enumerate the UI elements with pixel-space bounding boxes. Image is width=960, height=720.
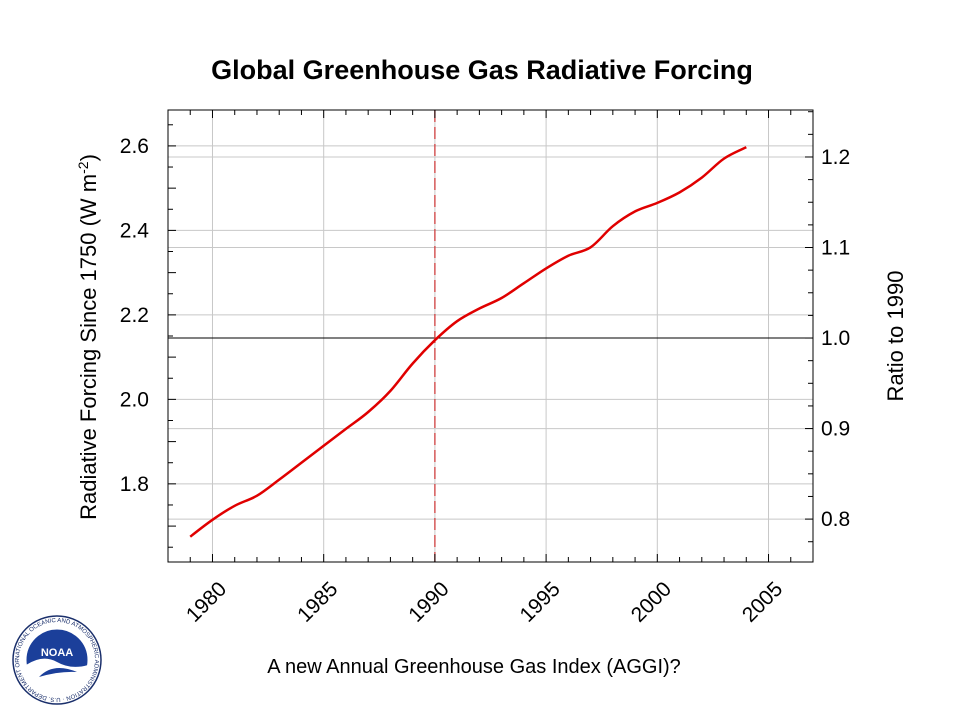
x-tick-label: 2005 bbox=[738, 577, 787, 626]
y-tick-label: 2.2 bbox=[120, 304, 149, 327]
x-tick-label: 1995 bbox=[516, 577, 565, 626]
y2-tick-label: 0.9 bbox=[821, 418, 850, 441]
y2-tick-label: 1.1 bbox=[821, 237, 850, 260]
logo-text: NOAA bbox=[41, 647, 73, 659]
x-tick-label: 1990 bbox=[404, 577, 453, 626]
y2-tick-label: 1.0 bbox=[821, 327, 850, 350]
ticks bbox=[167, 110, 814, 562]
y-tick-label: 2.4 bbox=[120, 219, 150, 242]
series bbox=[189, 146, 747, 538]
noaa-logo: NOAA NATIONAL OCEANIC AND ATMOSPHERIC AD… bbox=[12, 615, 102, 705]
y2-tick-label: 0.8 bbox=[821, 508, 850, 531]
y-axis-label: Radiative Forcing Since 1750 (W m-2) bbox=[75, 154, 101, 520]
y2-axis-label: Ratio to 1990 bbox=[883, 271, 908, 402]
y2-tick-labels: 0.8 0.9 1.0 1.1 1.2 bbox=[821, 146, 850, 531]
x-tick-label: 1985 bbox=[293, 577, 342, 626]
y-tick-label: 1.8 bbox=[120, 473, 149, 496]
y2-tick-label: 1.2 bbox=[821, 146, 850, 169]
plot-frame bbox=[167, 109, 814, 563]
chart-title: Global Greenhouse Gas Radiative Forcing bbox=[211, 55, 753, 85]
x-tick-labels: 1980 1985 1990 1995 2000 2005 bbox=[182, 577, 787, 626]
x-tick-label: 1980 bbox=[182, 577, 231, 626]
x-tick-label: 2000 bbox=[627, 577, 676, 626]
series-line bbox=[189, 146, 747, 538]
y-tick-label: 2.6 bbox=[120, 135, 149, 158]
y-tick-label: 2.0 bbox=[120, 388, 149, 411]
y-tick-labels: 1.8 2.0 2.2 2.4 2.6 bbox=[120, 135, 150, 496]
grid bbox=[168, 110, 813, 562]
caption: A new Annual Greenhouse Gas Index (AGGI)… bbox=[267, 656, 681, 678]
